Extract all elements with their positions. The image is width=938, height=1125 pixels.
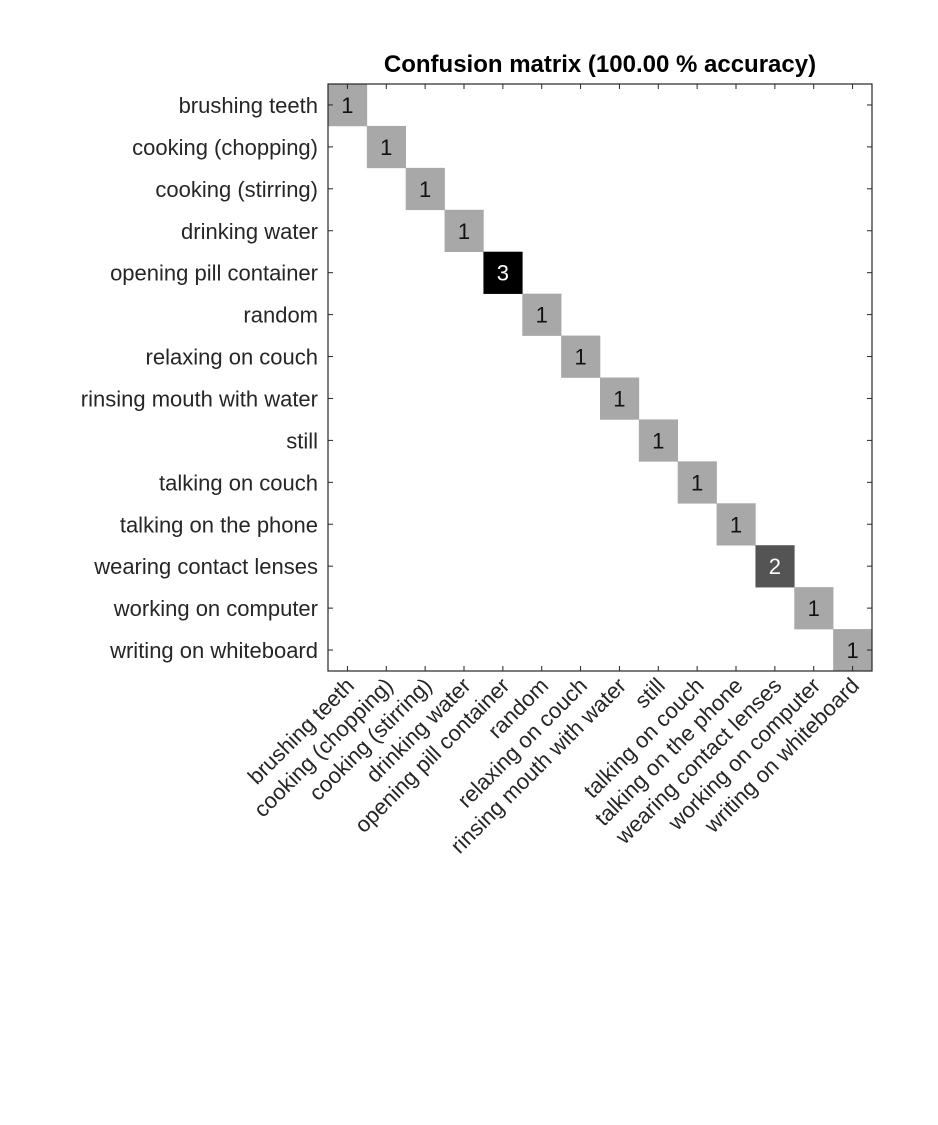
- matrix-cell: [522, 293, 562, 336]
- cell-value-label: 3: [497, 261, 509, 286]
- cell-value-label: 1: [808, 596, 820, 621]
- matrix-cell: [638, 419, 679, 462]
- cell-value-label: 1: [846, 638, 858, 663]
- tick-marks: [328, 84, 872, 671]
- matrix-cell: [328, 84, 368, 127]
- cell-value-label: 1: [341, 93, 353, 118]
- y-tick-label: working on computer: [113, 596, 318, 621]
- y-tick-label: talking on couch: [159, 470, 318, 495]
- matrix-cell: [561, 335, 601, 378]
- y-tick-label: wearing contact lenses: [93, 554, 318, 579]
- matrix-cell: [405, 167, 445, 211]
- y-tick-label: writing on whiteboard: [109, 638, 318, 663]
- y-tick-label: still: [286, 428, 318, 453]
- y-tick-label: brushing teeth: [179, 93, 318, 118]
- y-tick-label: random: [243, 303, 318, 328]
- cell-value-label: 1: [691, 470, 703, 495]
- y-tick-label: drinking water: [181, 219, 318, 244]
- cell-value-label: 1: [458, 219, 470, 244]
- y-tick-label: cooking (chopping): [132, 135, 318, 160]
- y-tick-label: talking on the phone: [120, 512, 318, 537]
- matrix-cell: [755, 545, 795, 588]
- cell-value-label: 1: [419, 177, 431, 202]
- matrix-cell: [600, 377, 640, 420]
- matrix-cell: [677, 461, 717, 504]
- matrix-cell: [483, 251, 523, 294]
- cell-value-label: 1: [730, 512, 742, 537]
- cell-value-label: 1: [652, 428, 664, 453]
- plot-frame: [327, 83, 873, 672]
- matrix-cell: [794, 587, 834, 630]
- matrix-cell: [366, 125, 407, 169]
- y-tick-label: opening pill container: [110, 261, 318, 286]
- y-tick-label: relaxing on couch: [146, 345, 318, 370]
- y-tick-label: cooking (stirring): [155, 177, 318, 202]
- matrix-cell: [833, 629, 873, 672]
- chart-title: Confusion matrix (100.00 % accuracy): [384, 51, 816, 78]
- cell-value-label: 2: [769, 554, 781, 579]
- matrix-cells: 1 1 1 1 3 1 1 1 1 1 1 2 1 1: [328, 84, 873, 672]
- y-tick-label: rinsing mouth with water: [81, 386, 318, 411]
- y-tick-labels: brushing teeth cooking (chopping) cooking …: [81, 93, 318, 663]
- matrix-cell: [444, 209, 484, 253]
- cell-value-label: 1: [574, 345, 586, 370]
- cell-value-label: 1: [380, 135, 392, 160]
- matrix-cell: [716, 503, 756, 546]
- cell-value-label: 1: [536, 303, 548, 328]
- cell-value-label: 1: [613, 386, 625, 411]
